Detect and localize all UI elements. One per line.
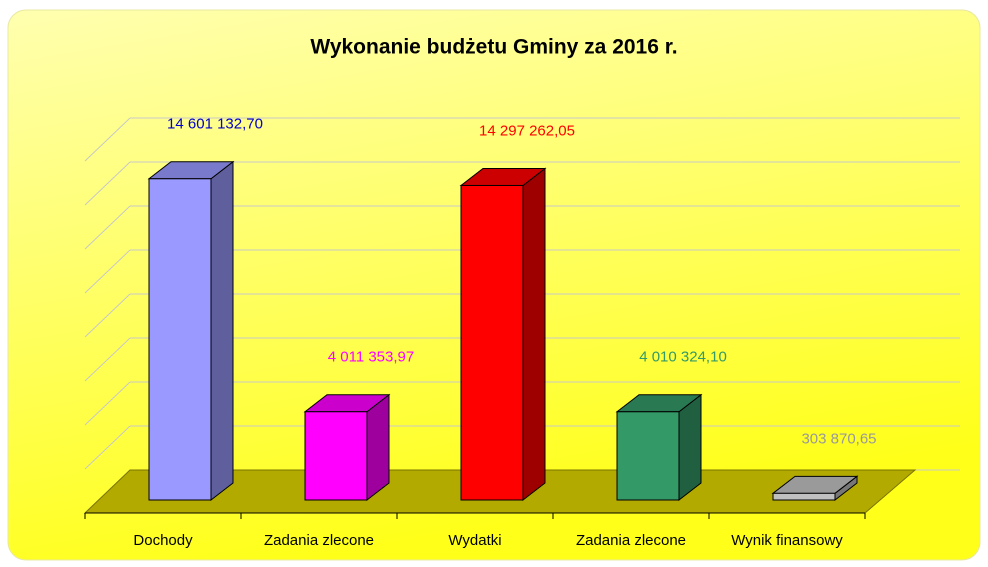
- value-label: 14 297 262,05: [479, 122, 575, 139]
- bar: [460, 184, 524, 501]
- grid-line: [84, 161, 131, 206]
- x-tick-label: Wynik finansowy: [731, 532, 843, 549]
- value-label: 4 011 353,97: [328, 349, 414, 366]
- bar: [616, 411, 680, 501]
- value-label: 4 010 324,10: [639, 349, 727, 366]
- grid-line: [84, 337, 131, 382]
- grid-line: [84, 117, 131, 162]
- grid-line: [84, 425, 131, 470]
- x-tick-label: Zadania zlecone: [264, 532, 374, 549]
- bar-side: [522, 167, 546, 502]
- x-tick-label: Dochody: [133, 532, 193, 549]
- bar: [772, 492, 836, 501]
- grid-line: [84, 205, 131, 250]
- chart-title: Wykonanie budżetu Gminy za 2016 r.: [310, 36, 677, 59]
- bar: [304, 411, 368, 501]
- x-tick-label: Zadania zlecone: [576, 532, 686, 549]
- bar-side: [678, 393, 702, 502]
- x-tick-label: Wydatki: [448, 532, 501, 549]
- grid-line: [84, 293, 131, 338]
- bar-side: [366, 393, 390, 502]
- value-label: 14 601 132,70: [167, 116, 263, 133]
- bar-side: [210, 160, 234, 502]
- grid-line: [84, 249, 131, 294]
- value-label: 303 870,65: [801, 430, 876, 447]
- grid-line: [84, 381, 131, 426]
- bar: [148, 178, 212, 501]
